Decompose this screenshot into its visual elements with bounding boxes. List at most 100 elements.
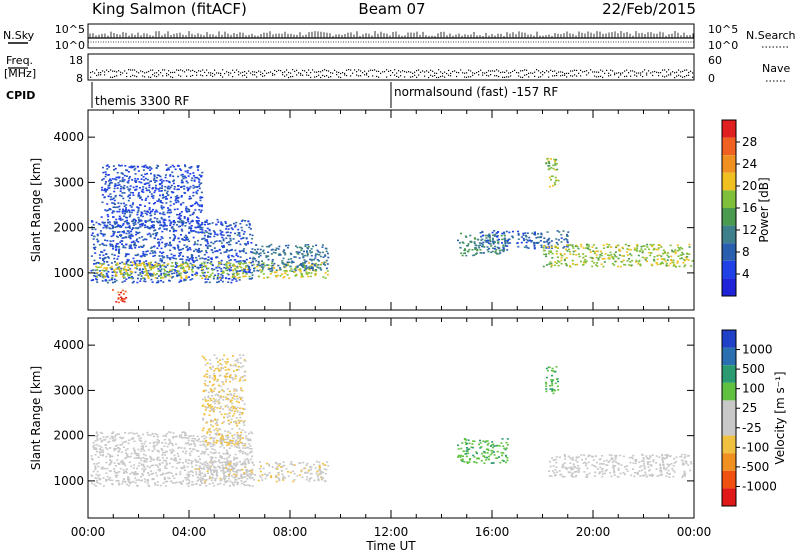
power-cell [162, 281, 165, 283]
power-cell [99, 262, 102, 265]
power-cell [106, 275, 109, 278]
velocity-cell [204, 480, 207, 483]
power-cell [132, 224, 135, 226]
velocity-cell [250, 451, 253, 453]
power-cell [170, 265, 173, 267]
power-cell [187, 220, 190, 223]
power-cell [103, 267, 106, 269]
power-cell [511, 235, 514, 238]
power-cell [208, 228, 211, 231]
power-cell [305, 273, 308, 275]
velocity-cell [218, 368, 220, 371]
power-cell [671, 261, 674, 263]
power-cell [600, 263, 603, 265]
power-cell [102, 274, 105, 276]
power-cell [309, 275, 312, 278]
velocity-cell [164, 451, 167, 454]
velocity-cell [228, 472, 231, 475]
velocity-cell [230, 445, 233, 447]
velocity-cell [121, 443, 123, 446]
power-cell [111, 224, 114, 227]
velocity-cell [190, 443, 192, 445]
power-cell [563, 259, 566, 262]
velocity-cell [195, 464, 198, 466]
power-cell [227, 278, 230, 280]
velocity-cell [239, 469, 241, 472]
power-cell [321, 262, 324, 264]
power-cell [660, 255, 663, 257]
power-cell [199, 228, 202, 231]
power-cell [173, 246, 176, 249]
power-cell [203, 253, 206, 256]
velocity-cell [195, 468, 198, 470]
power-cell [246, 264, 249, 267]
power-cell [90, 279, 93, 282]
power-cell [180, 214, 183, 217]
power-cell [158, 255, 161, 257]
power-cell [650, 263, 653, 266]
power-cell [101, 201, 104, 204]
velocity-cell [243, 408, 246, 410]
velocity-cell [191, 466, 194, 468]
velocity-cell [156, 459, 159, 461]
power-cell [263, 277, 265, 279]
freq-sample [344, 72, 346, 75]
freq-sample [166, 72, 168, 75]
freq-sample [560, 71, 562, 73]
power-cell [191, 278, 194, 280]
velocity-cell [213, 466, 215, 468]
velocity-cell [211, 482, 214, 484]
power-cell [113, 185, 116, 187]
power-cell [688, 243, 691, 246]
freq-sample [540, 72, 542, 74]
power-cell [130, 230, 132, 233]
power-cell [462, 242, 465, 244]
velocity-cell [144, 440, 147, 443]
power-cell [122, 245, 125, 247]
power-cell [651, 264, 654, 267]
velocity-cell [144, 468, 147, 471]
nave-sample [470, 76, 472, 78]
velocity-cell [285, 468, 288, 470]
velocity-cell [185, 479, 188, 481]
power-cell [195, 231, 197, 233]
power-cell [128, 225, 131, 227]
velocity-cell [240, 389, 243, 391]
power-cell [563, 258, 566, 261]
power-cell [545, 246, 548, 249]
velocity-cell [95, 435, 98, 437]
power-cell [480, 252, 483, 254]
freq-sample [612, 70, 614, 72]
velocity-cell [112, 439, 115, 441]
velocity-cell [309, 472, 312, 475]
power-cell [155, 281, 158, 284]
freq-sample [442, 72, 444, 75]
power-cell [137, 274, 140, 276]
power-cell [289, 270, 292, 272]
power-cell [138, 262, 141, 265]
velocity-cell [317, 478, 320, 480]
power-cell [267, 251, 270, 253]
velocity-cell [210, 436, 213, 439]
velocity-cell [229, 480, 232, 483]
power-cell [196, 189, 199, 192]
power-cell [671, 249, 673, 252]
freq-sample [428, 71, 430, 73]
power-cell [113, 199, 116, 202]
power-cell [164, 245, 167, 248]
power-cell [234, 269, 237, 272]
power-cell [96, 271, 99, 274]
power-cell [148, 264, 151, 266]
power-cell [539, 240, 542, 242]
velocity-cell [215, 469, 218, 472]
power-cell [232, 255, 235, 258]
power-cell [218, 240, 221, 242]
power-cell [540, 233, 543, 236]
power-cell [325, 267, 328, 270]
power-cell [322, 276, 325, 278]
freq-sample [204, 71, 206, 74]
power-cell [284, 272, 287, 275]
nave-sample [154, 75, 156, 77]
power-cell [152, 226, 155, 229]
power-cell [199, 226, 202, 229]
